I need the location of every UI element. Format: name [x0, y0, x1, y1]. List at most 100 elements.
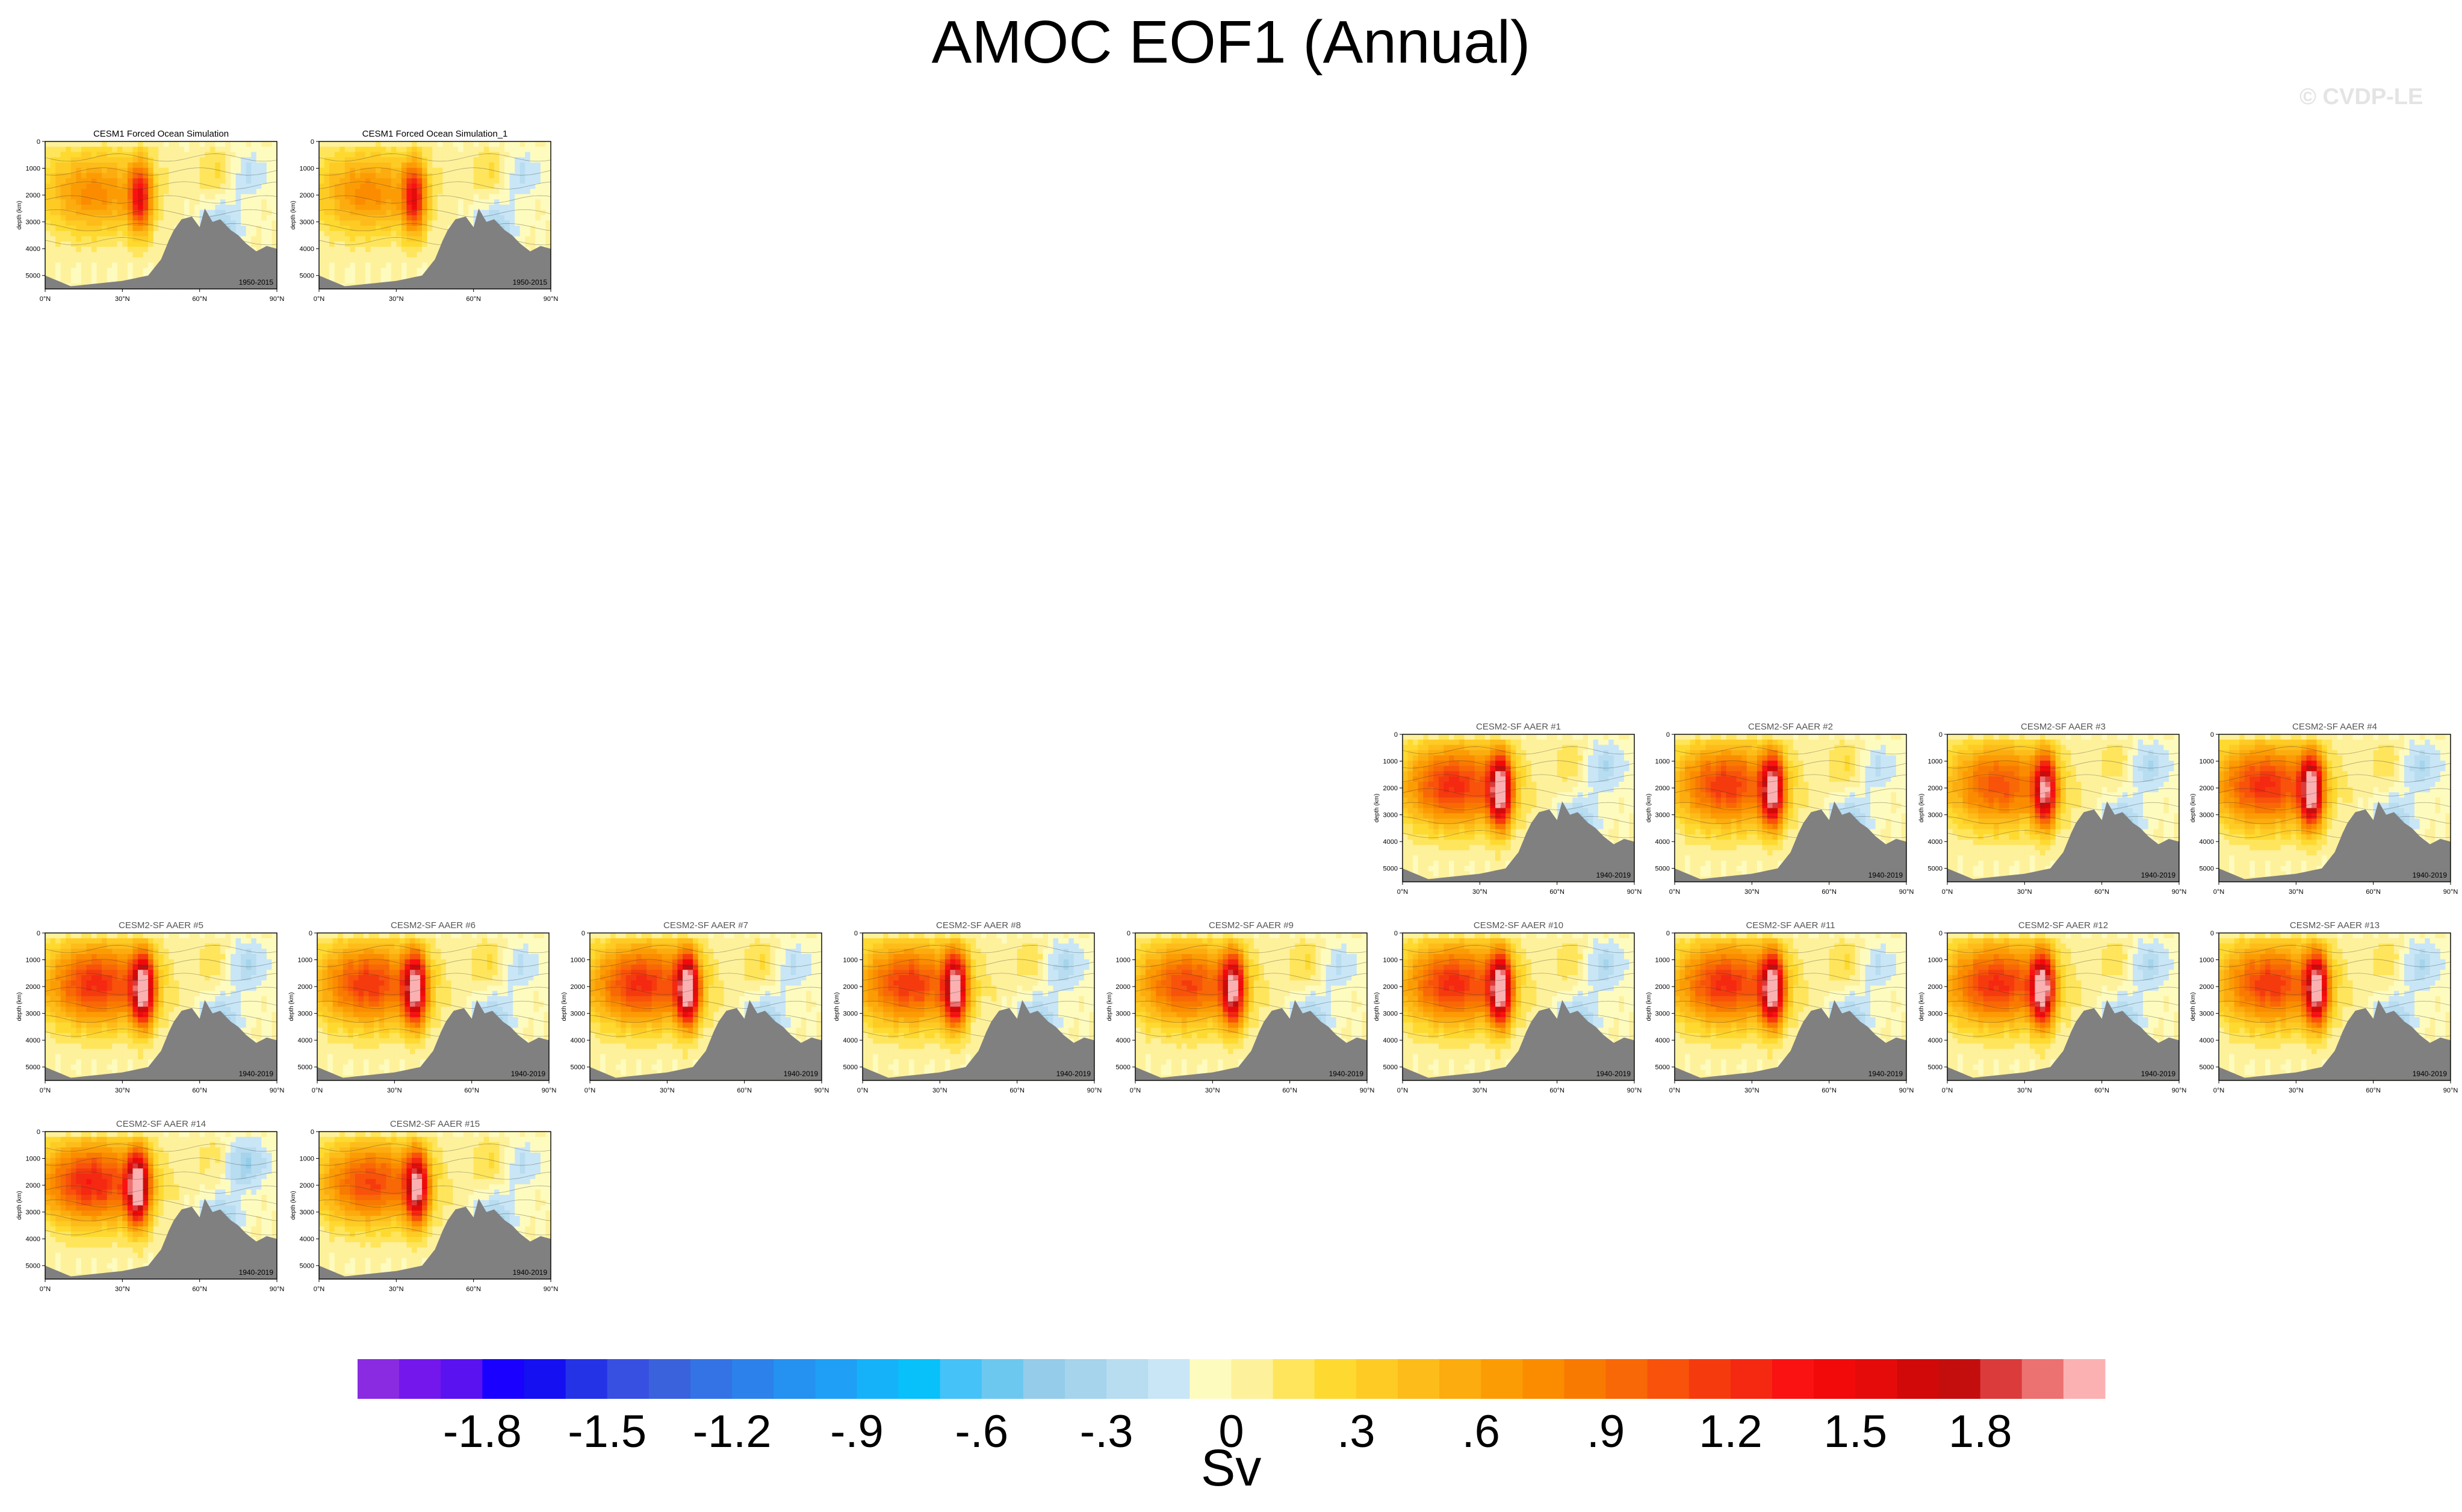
field-cell: [437, 215, 443, 221]
field-cell: [1721, 802, 1727, 809]
field-cell: [499, 199, 505, 205]
field-cell: [365, 173, 371, 179]
field-cell: [1736, 792, 1742, 798]
field-cell: [66, 167, 72, 174]
field-cell: [380, 199, 386, 205]
field-cell: [1762, 755, 1768, 761]
field-cell: [1510, 734, 1516, 740]
field-cell: [1675, 866, 1681, 872]
field-cell: [66, 257, 72, 263]
field-cell: [483, 146, 489, 153]
field-cell: [340, 146, 346, 153]
field-cell: [1542, 766, 1548, 772]
field-cell: [432, 194, 438, 200]
field-cell: [102, 163, 108, 169]
field-cell: [401, 273, 408, 279]
field-cell: [489, 184, 495, 190]
field-cell: [45, 157, 51, 163]
field-cell: [1418, 787, 1424, 793]
field-cell: [1829, 771, 1835, 777]
field-cell: [515, 163, 521, 169]
field-cell: [1583, 760, 1589, 767]
field-cell: [1793, 776, 1799, 782]
field-cell: [417, 167, 423, 174]
field-cell: [417, 241, 423, 247]
field-cell: [1546, 776, 1552, 782]
field-cell: [1433, 755, 1439, 761]
field-cell: [504, 215, 510, 221]
field-cell: [1746, 750, 1752, 756]
field-cell: [81, 268, 87, 274]
field-cell: [91, 167, 98, 174]
field-cell: [102, 268, 108, 274]
field-cell: [266, 173, 273, 179]
field-cell: [370, 199, 376, 205]
field-cell: [96, 268, 102, 274]
field-cell: [340, 205, 346, 211]
field-cell: [1695, 850, 1701, 856]
field-cell: [1449, 781, 1455, 788]
field-cell: [1629, 750, 1635, 756]
field-cell: [453, 173, 459, 179]
field-cell: [1588, 787, 1594, 793]
field-cell: [1464, 844, 1470, 851]
field-cell: [329, 226, 335, 232]
field-cell: [417, 163, 423, 169]
field-cell: [1521, 792, 1527, 798]
field-cell: [1510, 844, 1516, 851]
field-cell: [1526, 781, 1532, 788]
field-cell: [127, 194, 134, 200]
field-cell: [1721, 834, 1727, 840]
field-cell: [81, 273, 87, 279]
field-cell: [380, 226, 386, 232]
field-cell: [1736, 734, 1742, 740]
field-cell: [1803, 808, 1809, 814]
field-cell: [1418, 823, 1424, 830]
field-cell: [489, 209, 495, 216]
field-cell: [60, 247, 66, 253]
field-cell: [1603, 755, 1609, 761]
field-cell: [344, 146, 350, 153]
field-cell: [241, 199, 247, 205]
field-cell: [1562, 776, 1568, 782]
field-cell: [1449, 787, 1455, 793]
field-cell: [231, 141, 237, 147]
field-cell: [406, 199, 412, 205]
field-cell: [117, 273, 123, 279]
field-cell: [1726, 760, 1732, 767]
field-cell: [355, 231, 361, 237]
field-cell: [401, 199, 408, 205]
field-cell: [1679, 850, 1685, 856]
field-cell: [1593, 771, 1599, 777]
field-cell: [412, 163, 418, 169]
field-cell: [60, 188, 66, 195]
field-cell: [1788, 760, 1794, 767]
field-cell: [504, 178, 510, 184]
field-cell: [1721, 844, 1727, 851]
field-cell: [235, 231, 241, 237]
field-cell: [143, 247, 149, 253]
field-cell: [365, 268, 371, 274]
field-cell: [107, 278, 113, 284]
field-cell: [350, 173, 356, 179]
field-cell: [1721, 771, 1727, 777]
field-cell: [1490, 766, 1496, 772]
field-cell: [1500, 734, 1506, 740]
field-cell: [1803, 739, 1809, 746]
field-cell: [447, 209, 454, 216]
field-cell: [365, 205, 371, 211]
field-cell: [519, 199, 526, 205]
field-cell: [45, 273, 51, 279]
field-cell: [1433, 802, 1439, 809]
field-cell: [1741, 798, 1747, 804]
field-cell: [1531, 808, 1537, 814]
field-cell: [117, 178, 123, 184]
field-cell: [251, 146, 257, 153]
field-cell: [380, 273, 386, 279]
field-cell: [1505, 766, 1512, 772]
field-cell: [1782, 734, 1788, 740]
field-cell: [60, 167, 66, 174]
field-cell: [530, 231, 536, 237]
field-cell: [1731, 787, 1737, 793]
field-cell: [1608, 792, 1614, 798]
